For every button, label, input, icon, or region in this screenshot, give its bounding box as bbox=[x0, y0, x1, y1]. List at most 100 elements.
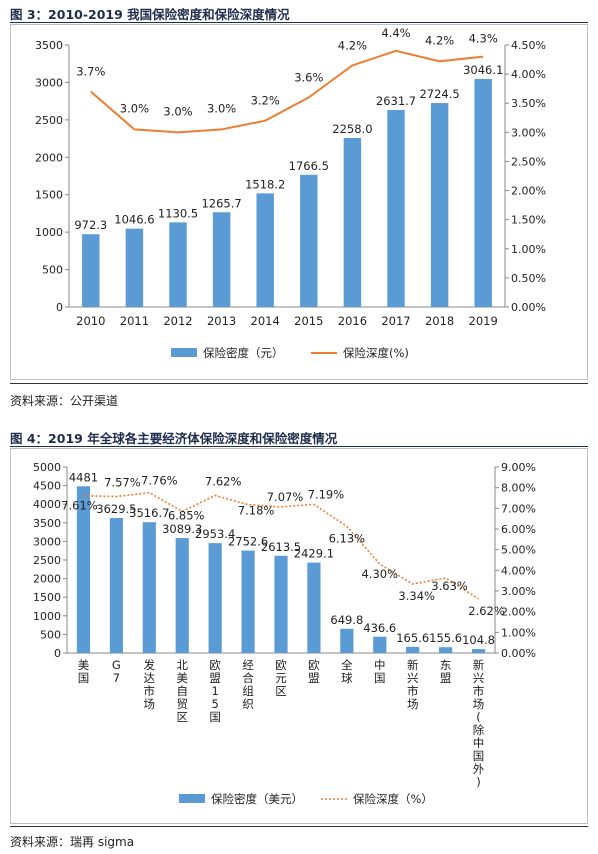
fig4-x-tick-label-char: 7 bbox=[113, 671, 120, 685]
fig4-x-tick-label-char: 贸 bbox=[176, 697, 188, 711]
fig4-line-value-label: 7.19% bbox=[308, 487, 345, 501]
fig4-bar-value-label: 4481 bbox=[69, 470, 98, 484]
fig4-x-tick-label-char: ( bbox=[476, 710, 481, 724]
fig3-x-tick-label: 2014 bbox=[251, 314, 280, 328]
fig4-bar bbox=[307, 562, 321, 653]
fig4-line-value-label: 3.34% bbox=[398, 589, 435, 603]
fig4-line-series bbox=[83, 491, 479, 600]
fig4-bar-value-label: 436.6 bbox=[363, 621, 396, 635]
fig4-right-tick-label: 4.00% bbox=[501, 564, 536, 577]
fig3-bar-value-label: 2631.7 bbox=[376, 94, 416, 108]
fig4-legend-bar-swatch bbox=[179, 794, 205, 803]
fig4-x-tick-label-char: 欧 bbox=[275, 658, 287, 672]
fig4-x-tick-label-char: 东 bbox=[440, 658, 452, 672]
fig3-line-value-label: 4.3% bbox=[469, 32, 498, 46]
fig3-left-tick-label: 1500 bbox=[35, 189, 63, 202]
figure4-bottom-rule bbox=[10, 826, 588, 827]
figure4-svg: 0 500 1000 1500 2000 2500 3000 3500 4000 4500 5000… bbox=[33, 461, 536, 806]
fig4-x-tick-label-char: 中 bbox=[374, 658, 386, 672]
fig4-bar bbox=[109, 517, 123, 653]
fig4-left-tick-label: 3500 bbox=[33, 517, 61, 530]
fig3-x-tick-label: 2010 bbox=[76, 314, 105, 328]
fig4-x-tick-label-char: 欧 bbox=[209, 658, 221, 672]
fig3-right-tick-label: 4.00% bbox=[511, 68, 546, 81]
fig4-x-tick-label-char: 市 bbox=[407, 684, 419, 698]
fig3-bar bbox=[212, 212, 231, 307]
fig4-line-value-label: 7.07% bbox=[267, 490, 304, 504]
fig4-x-tick-label-char: 区 bbox=[176, 710, 188, 724]
fig3-x-tick-label: 2013 bbox=[207, 314, 236, 328]
fig3-bar-value-label: 2258.0 bbox=[332, 122, 372, 136]
fig4-x-tick-label-char: 美 bbox=[78, 658, 90, 672]
fig4-x-tick-label-char: 欧 bbox=[308, 658, 320, 672]
fig4-right-tick-label: 8.00% bbox=[501, 482, 536, 495]
fig4-x-tick-label-char: 织 bbox=[242, 697, 254, 711]
fig3-bar-value-label: 3046.1 bbox=[463, 63, 503, 77]
fig3-left-tick-label: 3500 bbox=[35, 39, 63, 52]
fig4-x-tick-label-char: 市 bbox=[473, 684, 485, 698]
fig4-x-tick-label-char: 兴 bbox=[407, 671, 419, 685]
fig4-x-tick-label-char: 球 bbox=[341, 671, 353, 685]
fig3-right-tick-label: 1.50% bbox=[511, 214, 546, 227]
fig4-left-tick-label: 3000 bbox=[33, 535, 61, 548]
fig4-x-tick-label-char: 外 bbox=[473, 762, 485, 776]
fig4-bar bbox=[373, 636, 387, 653]
fig3-x-tick-label: 2012 bbox=[163, 314, 192, 328]
fig4-line-value-label: 4.30% bbox=[361, 567, 398, 581]
fig4-right-tick-label: 7.00% bbox=[501, 502, 536, 515]
fig4-bar-value-label: 165.6 bbox=[396, 631, 429, 645]
fig4-right-tick-label: 5.00% bbox=[501, 544, 536, 557]
fig4-x-tick-label-char: 美 bbox=[176, 671, 188, 685]
fig4-x-tick-label-char: 经 bbox=[242, 658, 254, 672]
fig3-bar bbox=[387, 109, 405, 307]
fig4-x-tick-label-char: 元 bbox=[275, 671, 287, 685]
figure3-source: 资料来源：公开渠道 bbox=[10, 394, 119, 408]
fig4-x-tick-label-char: 区 bbox=[275, 684, 287, 698]
fig3-line-value-label: 3.7% bbox=[76, 65, 105, 79]
fig4-bar bbox=[241, 550, 255, 653]
fig4-bar-value-label: 2613.5 bbox=[261, 540, 301, 554]
figure3-title: 图 3：2010-2019 我国保险密度和保险深度情况 bbox=[10, 7, 290, 22]
fig3-x-tick-label: 2011 bbox=[120, 314, 149, 328]
fig4-left-tick-label: 2000 bbox=[33, 573, 61, 586]
fig3-right-tick-label: 1.00% bbox=[511, 243, 546, 256]
fig4-bar-value-label: 2429.1 bbox=[294, 547, 334, 561]
fig4-left-tick-label: 1500 bbox=[33, 591, 61, 604]
fig3-x-tick-label: 2018 bbox=[425, 314, 454, 328]
fig3-line-value-label: 3.2% bbox=[251, 94, 280, 108]
figure4-source: 资料来源：瑞再 sigma bbox=[10, 835, 135, 849]
fig3-line-value-label: 3.0% bbox=[163, 104, 192, 118]
fig3-line-value-label: 4.4% bbox=[381, 26, 410, 40]
figure3-svg: 0 500 1000 1500 2000 2500 3000 3500 0.00% 0.50% 1.… bbox=[35, 26, 546, 360]
fig4-line-value-label: 7.57% bbox=[104, 476, 141, 490]
fig4-left-tick-label: 500 bbox=[40, 628, 61, 641]
fig4-bar-value-label: 2752.6 bbox=[228, 535, 268, 549]
fig4-x-tick-label-char: 国 bbox=[78, 671, 90, 685]
fig4-x-tick-label-char: 国 bbox=[209, 710, 221, 724]
fig3-left-tick-label: 2500 bbox=[35, 114, 63, 127]
fig4-x-tick-label-char: 国 bbox=[473, 749, 485, 763]
fig3-bar bbox=[169, 222, 187, 307]
fig4-x-tick-label-char: 兴 bbox=[473, 671, 485, 685]
fig3-line-value-label: 3.6% bbox=[294, 70, 323, 84]
fig4-bar bbox=[142, 522, 156, 653]
fig4-right-tick-label: 6.00% bbox=[501, 523, 536, 536]
fig3-bar bbox=[300, 174, 318, 307]
fig4-x-tick-label-char: ) bbox=[476, 775, 481, 789]
figure3-title-rule bbox=[10, 22, 588, 23]
fig4-line-value-label: 2.62% bbox=[468, 604, 505, 618]
fig4-x-tick-label-char: 北 bbox=[176, 658, 188, 672]
fig4-x-tick-label-char: 5 bbox=[211, 697, 218, 711]
fig3-bar-value-label: 1130.5 bbox=[158, 206, 198, 220]
figure3-bottom-rule bbox=[10, 383, 588, 384]
fig3-bar-value-label: 1518.2 bbox=[245, 177, 285, 191]
fig4-x-tick-label-char: 组 bbox=[242, 684, 254, 698]
fig3-line-value-label: 4.2% bbox=[338, 38, 367, 52]
fig3-right-tick-label: 0.50% bbox=[511, 272, 546, 285]
figure4-chart: 0 500 1000 1500 2000 2500 3000 3500 4000 4500 5000… bbox=[10, 448, 588, 824]
fig4-x-tick-label-char: 新 bbox=[407, 658, 419, 672]
fig4-left-tick-label: 2500 bbox=[33, 554, 61, 567]
fig4-left-tick-label: 4000 bbox=[33, 498, 61, 511]
fig4-bar bbox=[439, 647, 453, 653]
fig4-line-value-label: 6.85% bbox=[168, 508, 205, 522]
